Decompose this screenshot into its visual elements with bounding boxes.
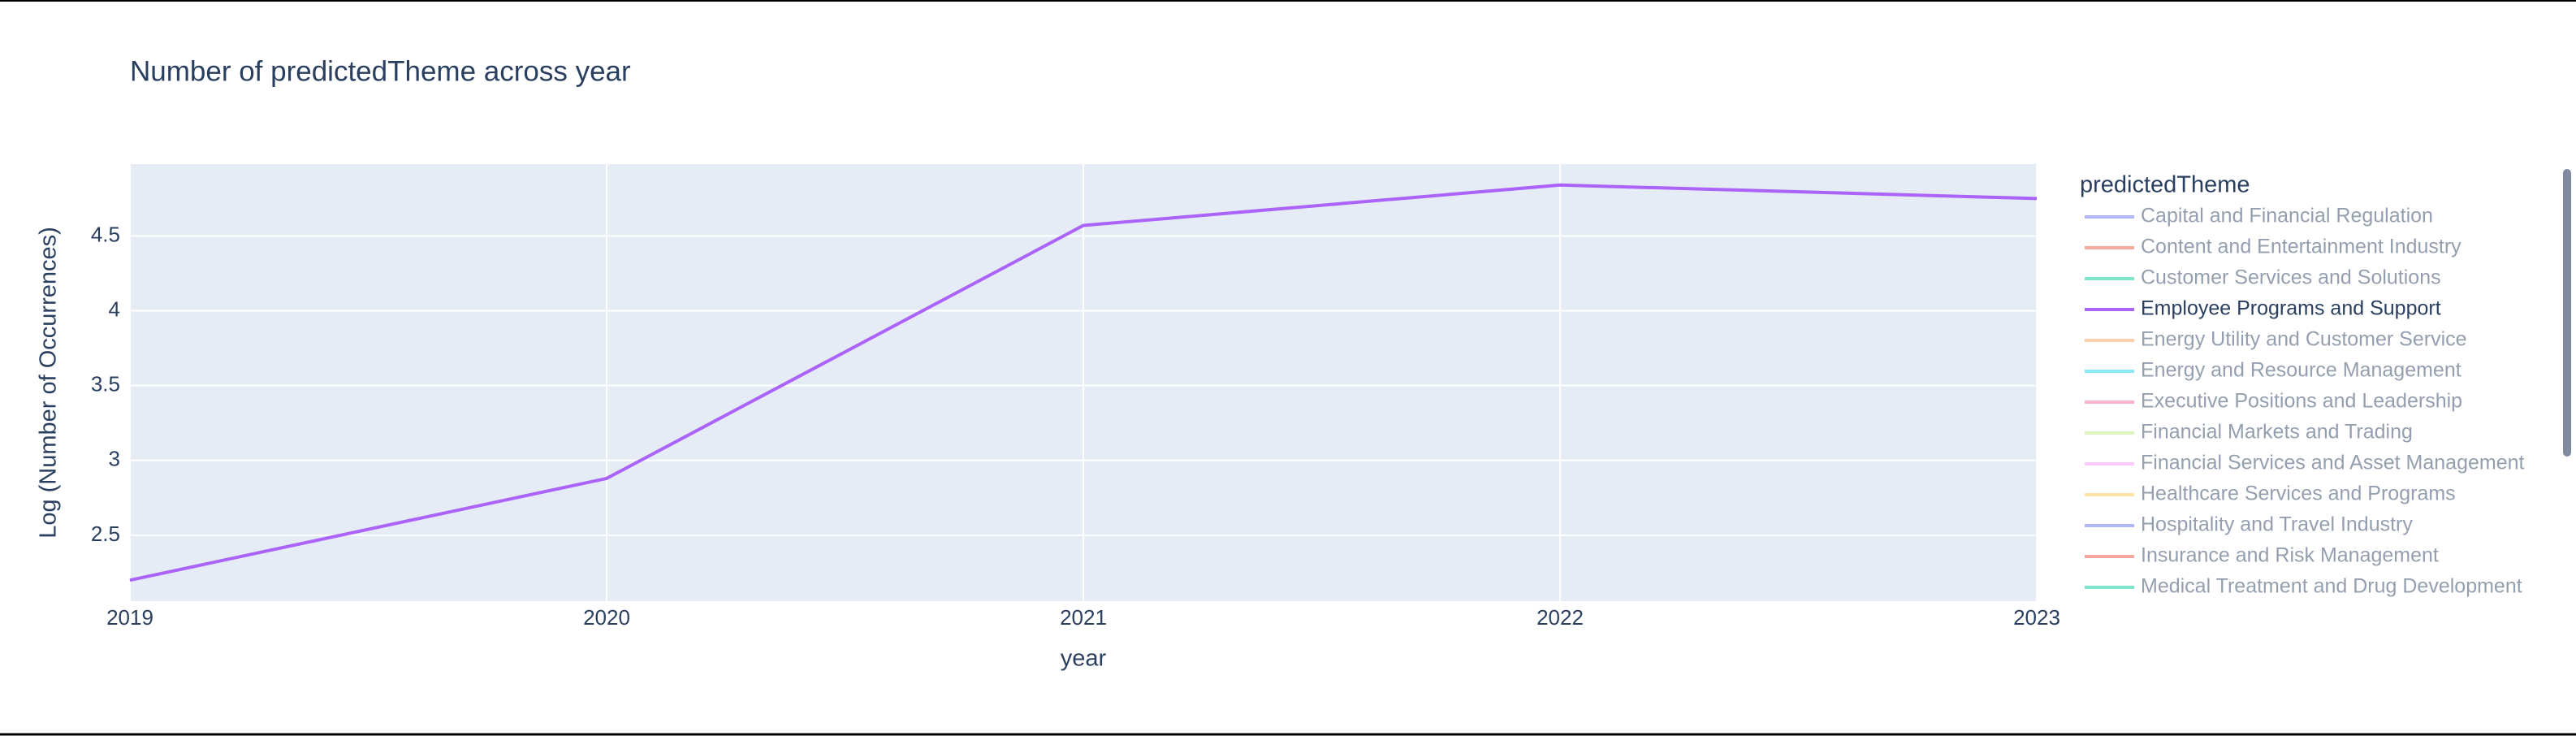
legend-label[interactable]: Capital and Financial Regulation <box>2141 205 2433 227</box>
legend-label[interactable]: Executive Positions and Leadership <box>2141 390 2462 413</box>
legend-label[interactable]: Content and Entertainment Industry <box>2141 236 2461 258</box>
series-line <box>129 183 2038 582</box>
legend-label[interactable]: Hospitality and Travel Industry <box>2141 513 2413 536</box>
legend-label[interactable]: Customer Services and Solutions <box>2141 266 2441 289</box>
legend-label[interactable]: Financial Markets and Trading <box>2141 421 2413 444</box>
y-tick-label: 3.5 <box>91 372 120 396</box>
legend-label[interactable]: Energy Utility and Customer Service <box>2141 328 2467 351</box>
legend-label[interactable]: Medical Treatment and Drug Development <box>2141 575 2522 598</box>
legend-scrollbar[interactable] <box>2563 169 2571 457</box>
legend-label[interactable]: Employee Programs and Support <box>2141 297 2441 320</box>
x-tick-label: 2019 <box>106 605 153 630</box>
x-tick-label: 2020 <box>583 605 630 630</box>
x-tick-label: 2022 <box>1537 605 1584 630</box>
x-tick-label: 2023 <box>2013 605 2060 630</box>
y-tick-label: 4 <box>109 297 120 321</box>
x-axis-title: year <box>1061 646 1107 672</box>
legend-label[interactable]: Healthcare Services and Programs <box>2141 483 2456 505</box>
legend-title: predictedTheme <box>2080 172 2250 198</box>
legend-label[interactable]: Financial Services and Asset Management <box>2141 452 2525 474</box>
chart-title: Number of predictedTheme across year <box>130 55 631 87</box>
y-tick-label: 3 <box>109 447 120 471</box>
y-axis-title: Log (Number of Occurrences) <box>36 227 62 539</box>
legend-label[interactable]: Energy and Resource Management <box>2141 359 2461 382</box>
legend-label[interactable]: Insurance and Risk Management <box>2141 544 2439 567</box>
y-tick-label: 2.5 <box>91 522 120 546</box>
x-tick-label: 2021 <box>1060 605 1107 630</box>
y-tick-label: 4.5 <box>91 222 120 246</box>
